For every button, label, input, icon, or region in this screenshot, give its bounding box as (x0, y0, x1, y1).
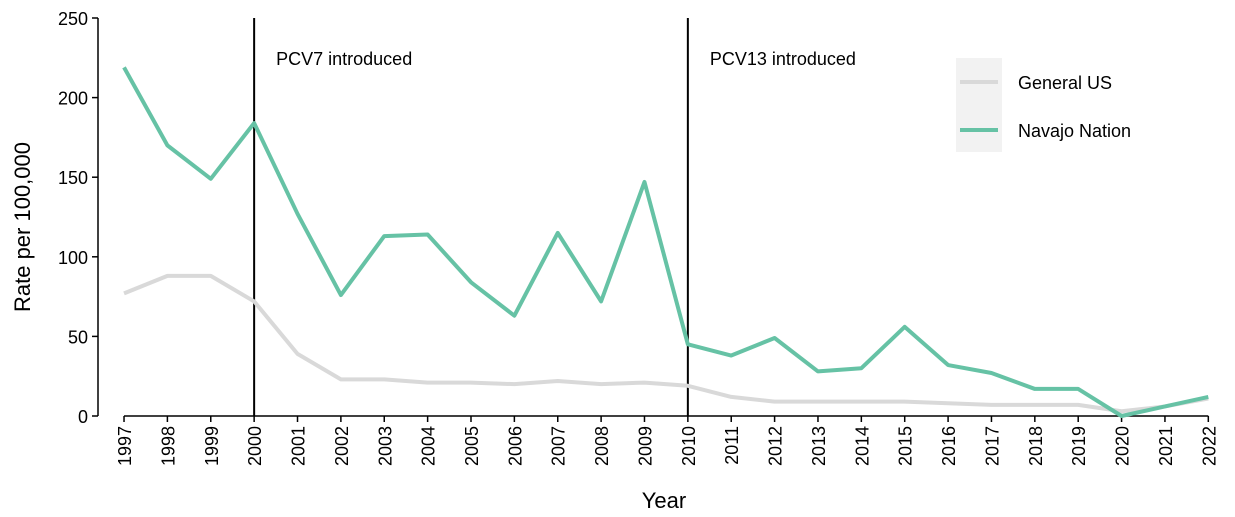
legend-key-background (956, 58, 1002, 152)
x-axis-label: Year (642, 488, 686, 513)
x-tick-label: 2000 (245, 426, 265, 466)
x-tick-label: 2018 (1026, 426, 1046, 466)
x-tick-label: 2001 (289, 426, 309, 466)
x-tick-label: 2015 (896, 426, 916, 466)
x-tick-label: 2012 (766, 426, 786, 466)
annotation-text: PCV7 introduced (276, 49, 412, 69)
x-tick-label: 2006 (505, 426, 525, 466)
x-tick-label: 2016 (939, 426, 959, 466)
series-line (123, 273, 1209, 414)
annotation-text: PCV13 introduced (710, 49, 856, 69)
x-tick-label: 2002 (332, 426, 352, 466)
x-tick-label: 1999 (202, 426, 222, 466)
y-tick-label: 100 (58, 248, 88, 268)
x-tick-label: 2017 (982, 426, 1002, 466)
x-tick-label: 2019 (1069, 426, 1089, 466)
legend-label: Navajo Nation (1018, 121, 1131, 141)
x-tick-label: 2021 (1156, 426, 1176, 466)
x-tick-label: 2014 (852, 426, 872, 466)
x-tick-label: 2010 (679, 426, 699, 466)
x-tick-label: 1998 (158, 426, 178, 466)
y-tick-label: 200 (58, 89, 88, 109)
x-tick-label: 2020 (1113, 426, 1133, 466)
x-tick-label: 1997 (115, 426, 135, 466)
x-tick-label: 2005 (462, 426, 482, 466)
series-line (122, 66, 1209, 418)
y-tick-label: 0 (78, 407, 88, 427)
x-tick-label: 2007 (549, 426, 569, 466)
x-tick-label: 2022 (1199, 426, 1219, 466)
x-tick-label: 2003 (375, 426, 395, 466)
legend-label: General US (1018, 73, 1112, 93)
x-tick-label: 2004 (419, 426, 439, 466)
x-tick-label: 2008 (592, 426, 612, 466)
x-tick-label: 2013 (809, 426, 829, 466)
x-tick-label: 2011 (722, 426, 742, 465)
y-tick-label: 150 (58, 168, 88, 188)
y-axis-label: Rate per 100,000 (10, 142, 35, 312)
y-tick-label: 50 (68, 327, 88, 347)
x-tick-label: 2009 (635, 426, 655, 466)
y-tick-label: 250 (58, 9, 88, 29)
